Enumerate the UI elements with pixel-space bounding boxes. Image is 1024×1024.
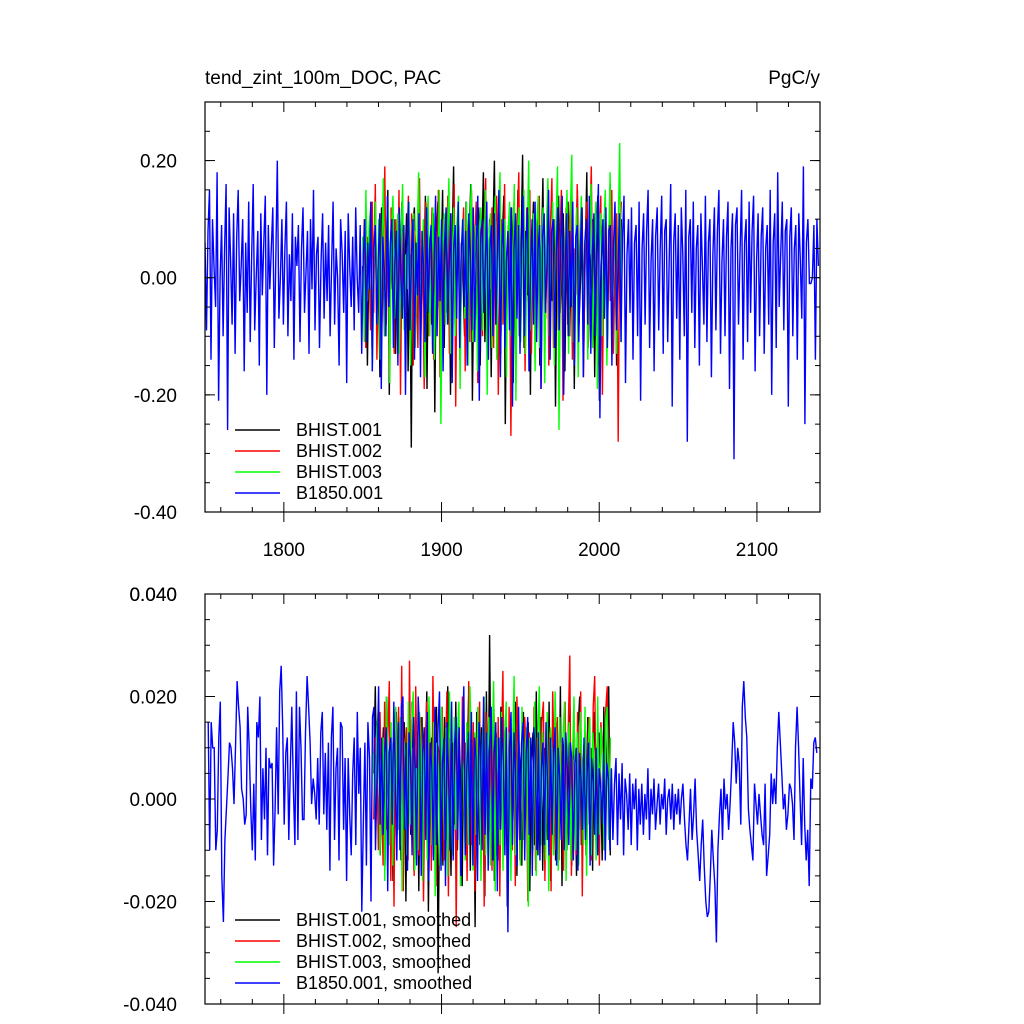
- y-tick-label: 0.020: [129, 688, 177, 709]
- top-panel: 1800 1900 2000 2100 -0.40 -0.20 0.00 0.20 BHIST…: [134, 101, 821, 561]
- x-tick-label: 1900: [420, 540, 462, 561]
- x-tick-label: 2000: [578, 540, 620, 561]
- series-line-b1850-001-smoothed: [207, 665, 818, 943]
- series-line-bhist-003: [362, 142, 622, 431]
- bottom-plot-series: [207, 634, 818, 974]
- y-tick-label: 0.00: [140, 269, 177, 290]
- y-tick-label: -0.020: [123, 893, 177, 914]
- legend-label: B1850.001: [296, 483, 383, 503]
- top-plot-series: [205, 142, 820, 460]
- legend-label: BHIST.003: [296, 462, 382, 482]
- y-tick-label: -0.20: [134, 386, 177, 407]
- legend-label: BHIST.002: [296, 441, 382, 461]
- top-axis-ticks: 1800 1900 2000 2100 -0.40 -0.20 0.00 0.20: [134, 101, 821, 561]
- legend-label: BHIST.002, smoothed: [296, 931, 471, 951]
- series-line-b1850-001: [205, 160, 820, 460]
- y-tick-label: -0.40: [134, 503, 177, 524]
- legend-label: BHIST.003, smoothed: [296, 952, 471, 972]
- chart-title-left: tend_zint_100m_DOC, PAC: [205, 68, 441, 89]
- legend-label: BHIST.001: [296, 420, 382, 440]
- legend-label: BHIST.001, smoothed: [296, 910, 471, 930]
- x-tick-label: 2100: [736, 540, 778, 561]
- chart-units: PgC/y: [768, 68, 820, 89]
- y-tick-label: 0.040: [129, 585, 177, 606]
- legend-label: B1850.001, smoothed: [296, 973, 472, 993]
- y-tick-label: -0.040: [123, 995, 177, 1016]
- y-tick-label: 0.040: [129, 585, 177, 606]
- x-tick-label: 1800: [263, 540, 305, 561]
- y-tick-label: 0.000: [129, 790, 177, 811]
- y-tick-label: 0.20: [140, 152, 177, 173]
